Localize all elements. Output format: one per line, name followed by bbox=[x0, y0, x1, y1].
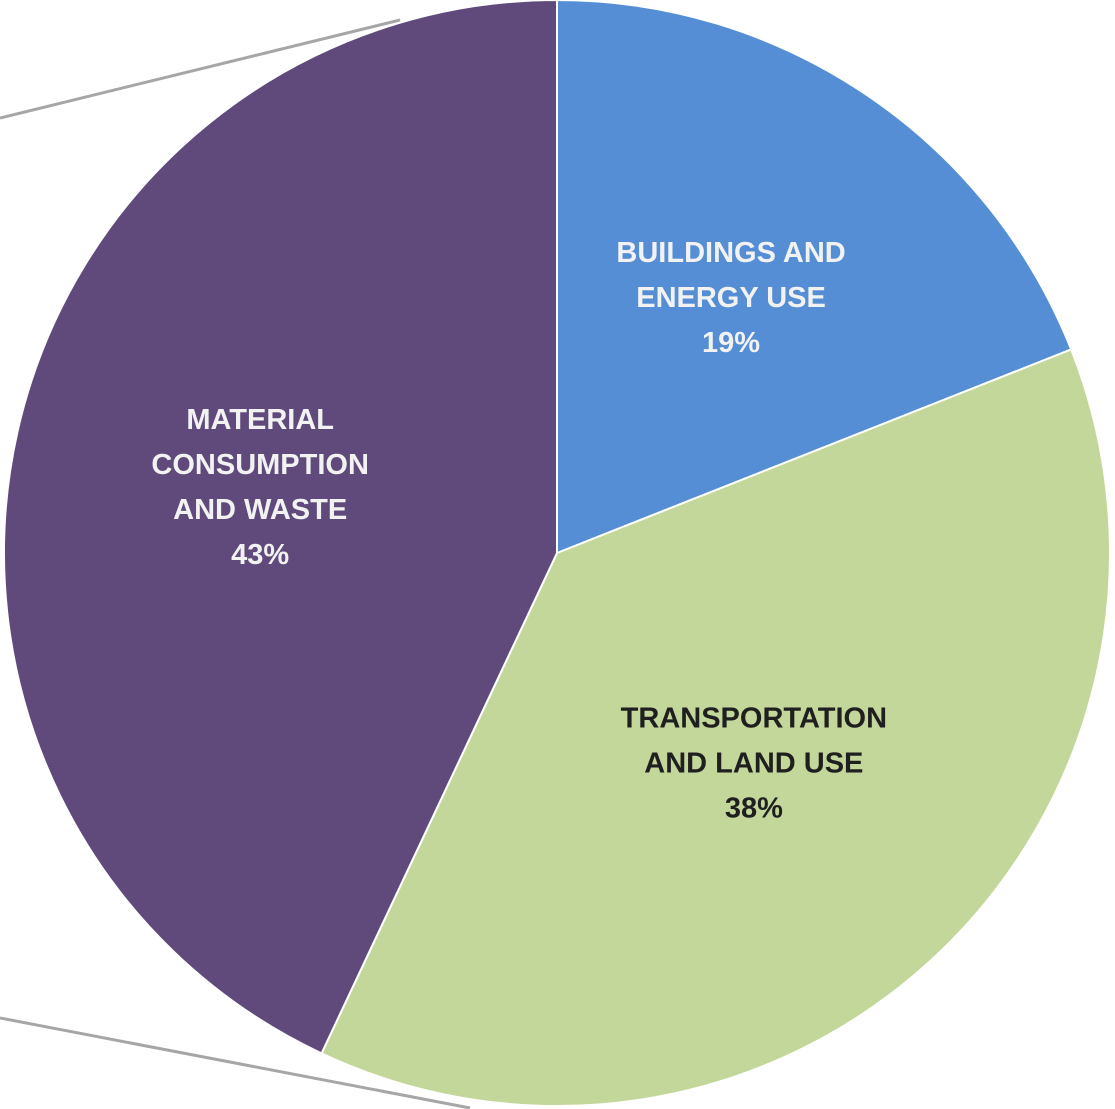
pie-slice-2 bbox=[320, 348, 1111, 1107]
pie-slice-3 bbox=[3, 0, 558, 1055]
slice-value-label: 43% bbox=[231, 539, 289, 571]
slice-label-1: BUILDINGS AND ENERGY USE 19% bbox=[616, 237, 845, 359]
slice-category-label: TRANSPORTATION bbox=[621, 703, 887, 735]
connector-line-1 bbox=[0, 18, 401, 120]
slice-value-label: 38% bbox=[725, 793, 783, 825]
connector-line-2 bbox=[0, 1016, 471, 1109]
slice-category-label: BUILDINGS AND bbox=[616, 237, 845, 269]
slice-label-2: TRANSPORTATION AND LAND USE 38% bbox=[621, 703, 887, 825]
slice-category-label: ENERGY USE bbox=[636, 282, 826, 314]
slice-category-label: MATERIAL bbox=[186, 404, 334, 436]
connector-lines bbox=[0, 18, 471, 1109]
pie-slice-1 bbox=[556, 0, 1073, 555]
slice-value-label: 19% bbox=[702, 327, 760, 359]
slice-category-label: AND LAND USE bbox=[644, 748, 863, 780]
slice-label-3: MATERIAL CONSUMPTION AND WASTE 43% bbox=[151, 404, 369, 571]
slice-category-label: AND WASTE bbox=[173, 494, 347, 526]
slice-labels: BUILDINGS AND ENERGY USE 19% TRANSPORTATION… bbox=[151, 237, 887, 825]
slice-category-label: CONSUMPTION bbox=[151, 449, 369, 481]
pie-slices bbox=[3, 0, 1111, 1107]
